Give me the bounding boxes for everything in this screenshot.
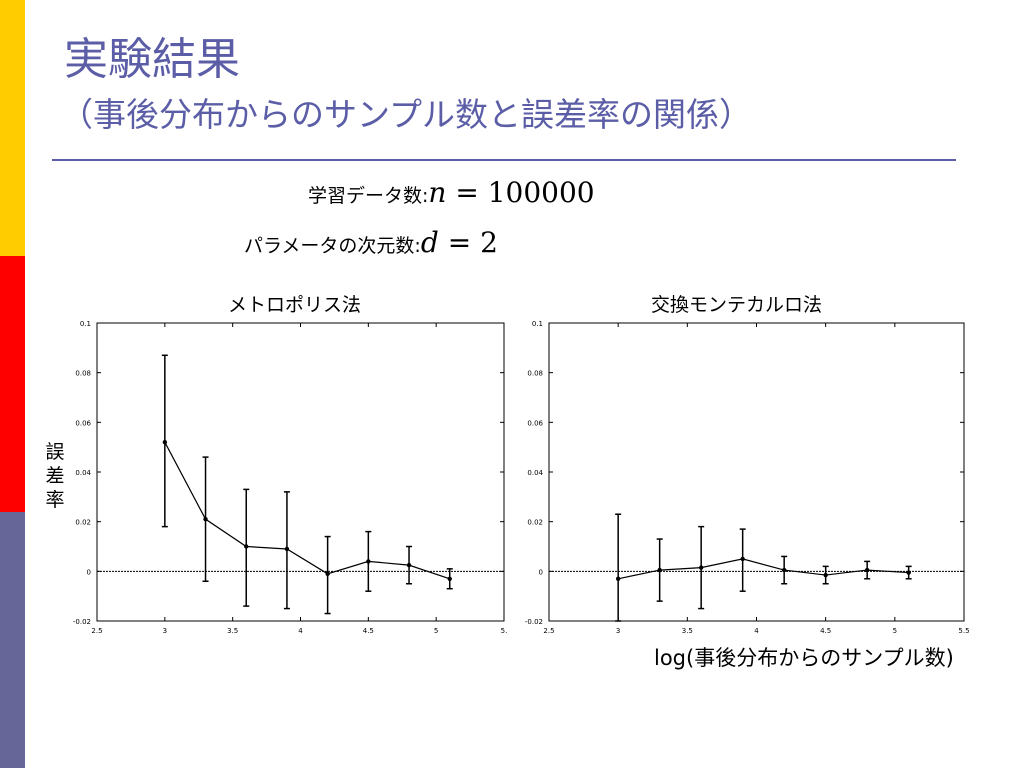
y-tick-label: 0.08 bbox=[527, 370, 543, 378]
y-tick-label: -0.02 bbox=[525, 618, 543, 626]
x-tick-label: 4 bbox=[298, 627, 303, 635]
x-tick-label: 5 bbox=[893, 627, 897, 635]
x-tick-label: 5 bbox=[434, 627, 438, 635]
y-tick-label: 0.04 bbox=[75, 469, 91, 477]
data-point bbox=[366, 559, 371, 564]
x-tick-label: 2.5 bbox=[91, 627, 102, 635]
data-point bbox=[406, 562, 412, 568]
title-divider bbox=[52, 159, 956, 161]
y-tick-label: 0.1 bbox=[532, 320, 543, 328]
dimension-eq: = bbox=[447, 226, 472, 259]
sample-count-info: 学習データ数:n = 100000 bbox=[308, 176, 595, 209]
x-tick-label: 2.5 bbox=[543, 627, 554, 635]
slide-subtitle: （事後分布からのサンプル数と誤差率の関係） bbox=[60, 95, 753, 134]
dimension-value: 2 bbox=[480, 226, 498, 259]
x-tick-label: 4 bbox=[754, 627, 759, 635]
series-line bbox=[618, 558, 909, 580]
x-tick-label: 3.5 bbox=[682, 627, 693, 635]
data-point bbox=[244, 544, 249, 549]
y-tick-label: 0.06 bbox=[527, 419, 543, 427]
sample-count-label: 学習データ数: bbox=[308, 185, 429, 207]
y-tick-label: 0.02 bbox=[527, 519, 543, 527]
y-tick-label: 0.02 bbox=[75, 519, 91, 527]
data-point bbox=[203, 516, 208, 522]
x-tick-label: 3.5 bbox=[227, 627, 238, 635]
x-tick-label: 4.5 bbox=[820, 627, 831, 635]
y-tick-label: -0.02 bbox=[73, 618, 91, 626]
y-axis-label-char: 率 bbox=[45, 489, 65, 511]
x-tick-label: 3 bbox=[616, 627, 620, 635]
data-point bbox=[284, 546, 290, 552]
slide-title: 実験結果 bbox=[64, 34, 240, 85]
data-point bbox=[447, 576, 452, 581]
y-axis-label: 誤差率 bbox=[44, 440, 66, 512]
data-point bbox=[657, 567, 662, 573]
x-tick-label: 5. bbox=[501, 627, 508, 635]
left-chart: -0.02 0 0.02 0.04 0.06 0.08 0.1 2.5 3 3.5 4 4.5 5 5. bbox=[73, 320, 508, 635]
data-point bbox=[740, 556, 745, 562]
y-tick-label: 0.1 bbox=[80, 320, 91, 328]
y-tick-label: 0.06 bbox=[75, 419, 91, 427]
x-tick-label: 4.5 bbox=[363, 627, 374, 635]
y-tick-label: 0.08 bbox=[75, 370, 91, 378]
y-axis-label-char: 差 bbox=[45, 465, 65, 487]
data-point bbox=[906, 570, 911, 575]
data-point bbox=[698, 565, 704, 570]
right-panel-title: 交換モンテカルロ法 bbox=[651, 294, 823, 316]
y-axis-label-char: 誤 bbox=[45, 441, 65, 463]
plot-frame bbox=[548, 322, 965, 622]
x-tick-label: 3 bbox=[163, 627, 167, 635]
left-panel-title: メトロポリス法 bbox=[228, 294, 362, 316]
right-chart: -0.02 0 0.02 0.04 0.06 0.08 0.1 2.5 3 3.5 4 4.5 5 5.5 bbox=[525, 320, 970, 635]
data-point bbox=[864, 567, 870, 573]
data-point bbox=[615, 576, 621, 581]
x-axis-label: log(事後分布からのサンプル数) bbox=[654, 646, 954, 670]
series-line bbox=[164, 441, 450, 580]
dimension-info: パラメータの次元数:d = 2 bbox=[244, 226, 498, 259]
sample-count-var: n bbox=[428, 176, 447, 209]
accent-bar-red bbox=[0, 256, 25, 512]
sample-count-eq: = bbox=[455, 176, 479, 209]
x-tick-label: 5.5 bbox=[958, 627, 969, 635]
y-tick-label: 0 bbox=[87, 568, 91, 576]
sample-count-value: 100000 bbox=[487, 176, 595, 209]
accent-bar-yellow bbox=[0, 0, 25, 256]
dimension-var: d bbox=[420, 226, 439, 259]
data-point bbox=[325, 571, 330, 577]
data-point bbox=[781, 567, 787, 573]
accent-bar-purple bbox=[0, 512, 25, 768]
y-tick-label: 0 bbox=[539, 568, 543, 576]
dimension-label: パラメータの次元数: bbox=[244, 235, 421, 257]
data-point bbox=[823, 572, 828, 578]
data-point bbox=[162, 440, 168, 445]
y-tick-label: 0.04 bbox=[527, 469, 543, 477]
